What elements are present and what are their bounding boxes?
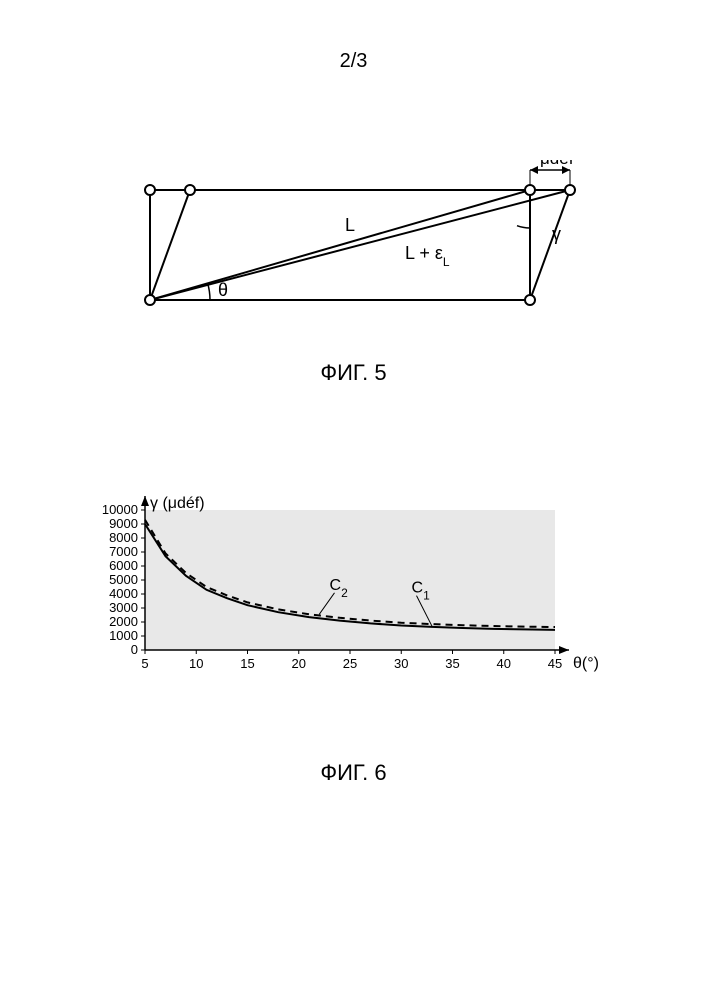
fig6-chart: 0100020003000400050006000700080009000100…: [85, 490, 625, 700]
svg-text:40: 40: [497, 656, 511, 671]
svg-text:9000: 9000: [109, 516, 138, 531]
svg-text:0: 0: [131, 642, 138, 657]
svg-text:7000: 7000: [109, 544, 138, 559]
svg-text:γ: γ: [552, 224, 561, 244]
svg-text:L + εL: L + εL: [405, 243, 450, 269]
fig5-diagram: θ γ μdéf L L + εL: [120, 160, 600, 330]
svg-text:1000: 1000: [109, 628, 138, 643]
svg-text:25: 25: [343, 656, 357, 671]
svg-text:θ(°): θ(°): [573, 655, 599, 672]
svg-text:θ: θ: [218, 280, 228, 300]
svg-text:8000: 8000: [109, 530, 138, 545]
page-number: 2/3: [0, 50, 707, 73]
svg-text:35: 35: [445, 656, 459, 671]
svg-text:3000: 3000: [109, 600, 138, 615]
svg-text:L: L: [345, 215, 355, 235]
svg-text:10000: 10000: [102, 502, 138, 517]
svg-text:20: 20: [292, 656, 306, 671]
svg-text:μdéf: μdéf: [540, 160, 574, 168]
svg-text:2000: 2000: [109, 614, 138, 629]
svg-text:45: 45: [548, 656, 562, 671]
svg-text:10: 10: [189, 656, 203, 671]
svg-text:5: 5: [141, 656, 148, 671]
svg-text:γ (μdéf): γ (μdéf): [150, 495, 205, 512]
fig6-caption: ФИГ. 6: [0, 760, 707, 786]
fig5-caption: ФИГ. 5: [0, 360, 707, 386]
svg-text:4000: 4000: [109, 586, 138, 601]
svg-text:6000: 6000: [109, 558, 138, 573]
svg-text:15: 15: [240, 656, 254, 671]
svg-text:30: 30: [394, 656, 408, 671]
svg-text:5000: 5000: [109, 572, 138, 587]
